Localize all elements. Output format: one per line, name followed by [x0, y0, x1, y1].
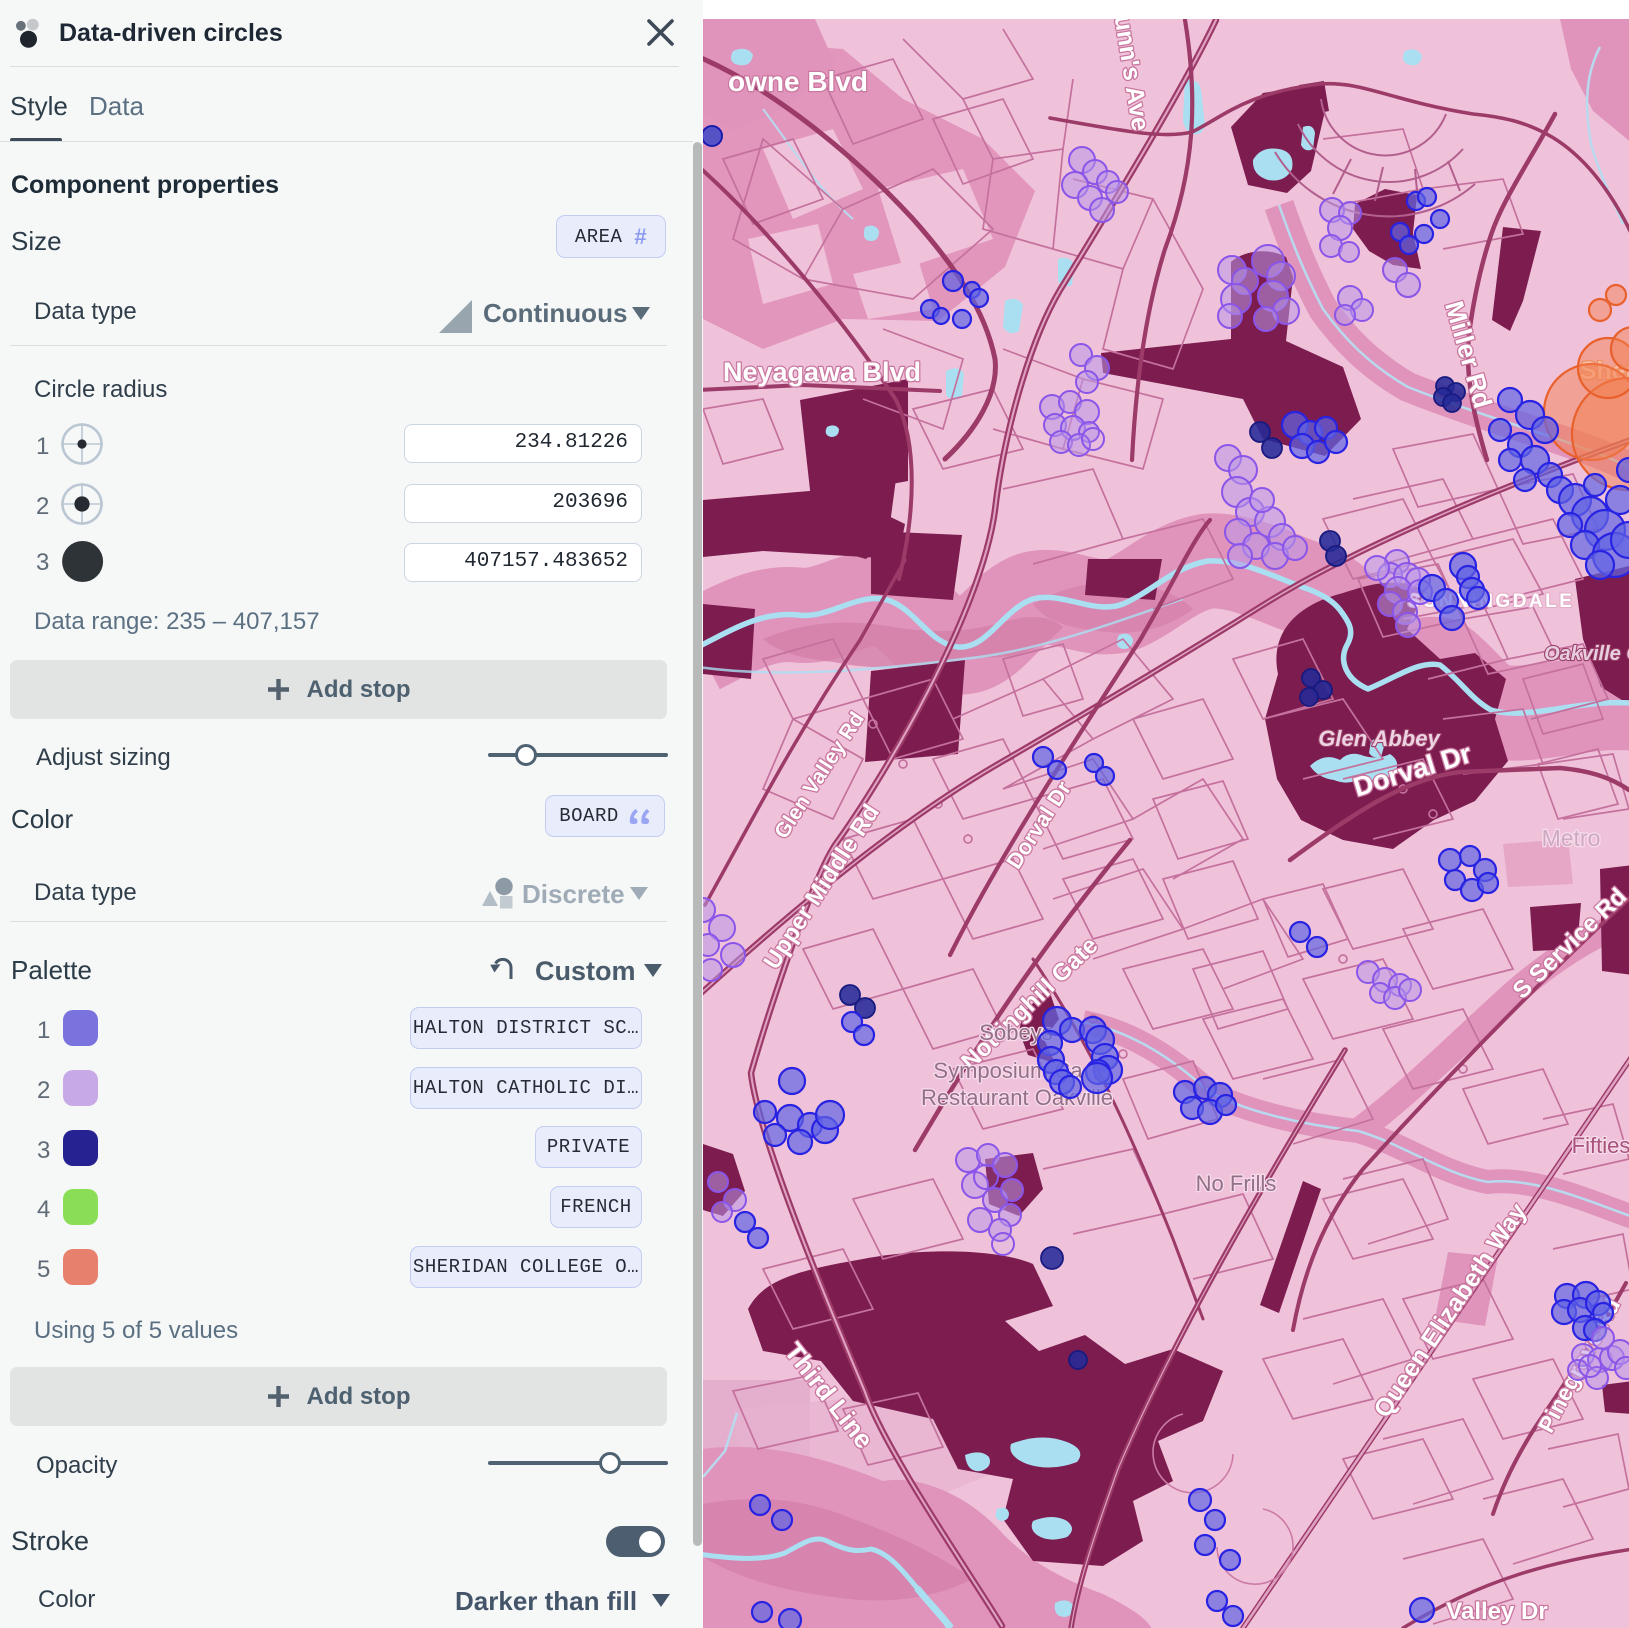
svg-text:owne Blvd: owne Blvd — [728, 66, 868, 97]
svg-text:Valley Dr: Valley Dr — [1446, 1598, 1547, 1625]
svg-text:Fifties: Fifties — [1572, 1133, 1629, 1158]
svg-text:Restaurant Oakville: Restaurant Oakville — [921, 1085, 1113, 1110]
svg-text:Neyagawa Blvd: Neyagawa Blvd — [723, 357, 921, 387]
svg-text:Oakville G: Oakville G — [1544, 643, 1629, 665]
svg-text:Glen Abbey: Glen Abbey — [1318, 726, 1441, 751]
svg-text:No Frills: No Frills — [1196, 1171, 1277, 1196]
svg-text:Metro: Metro — [1542, 825, 1601, 851]
